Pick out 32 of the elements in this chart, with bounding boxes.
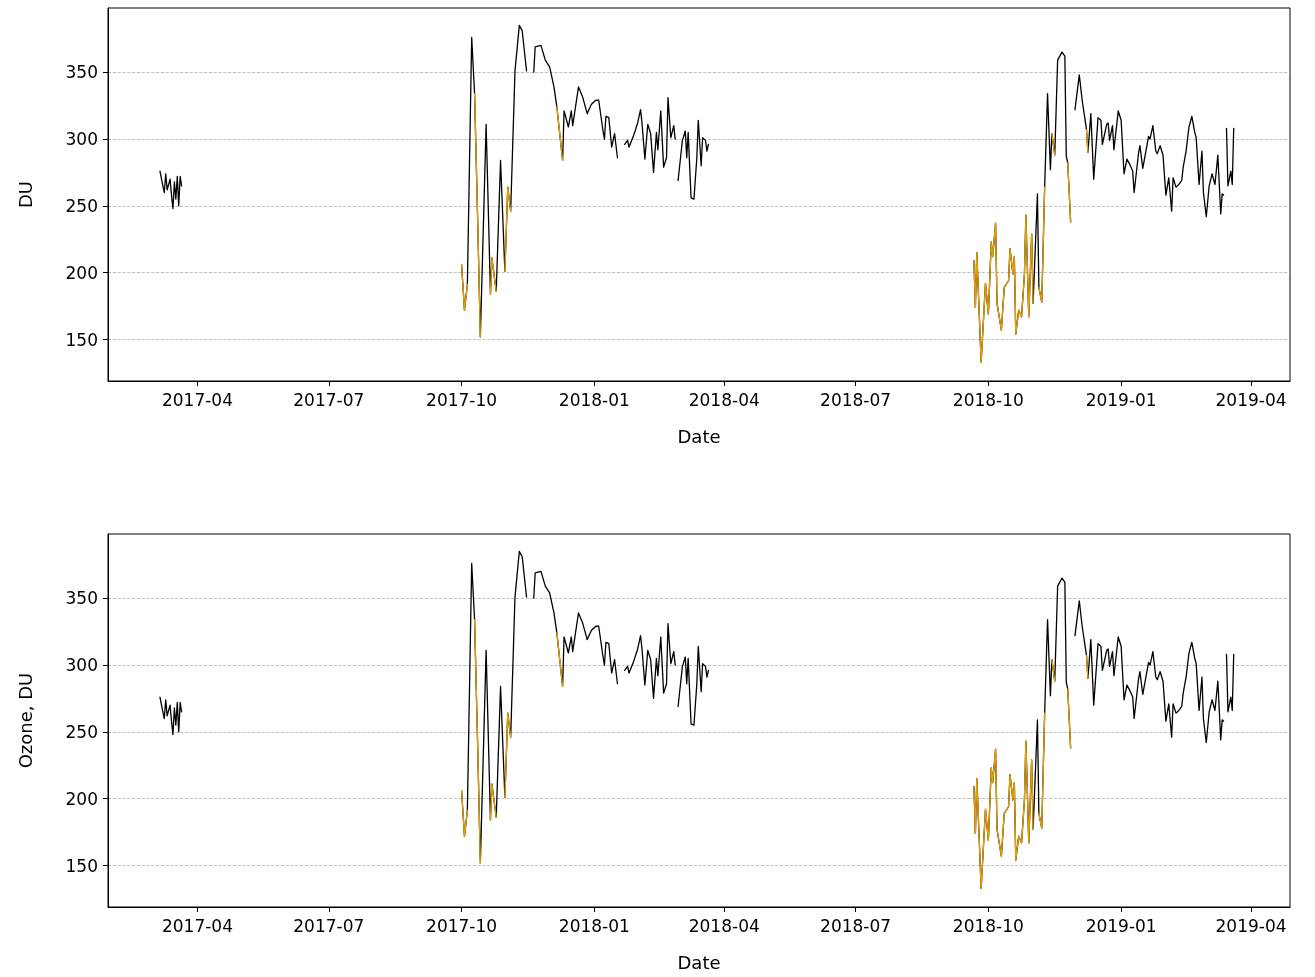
x-tick-label: 2018-10 — [952, 389, 1024, 410]
y-tick-label: 150 — [65, 855, 98, 876]
x-tick-label: 2017-04 — [161, 915, 233, 936]
y-tick-label: 350 — [65, 588, 98, 609]
y-tick-label: 300 — [65, 129, 98, 150]
y-tick-label: 200 — [65, 788, 98, 809]
x-axis-title: Date — [677, 951, 721, 973]
y-tick-label: 300 — [65, 655, 98, 676]
x-tick-label: 2019-01 — [1085, 915, 1157, 936]
x-tick-label: 2018-07 — [820, 389, 892, 410]
y-tick-label: 250 — [65, 721, 98, 742]
x-tick-label: 2018-01 — [558, 915, 630, 936]
x-tick-label: 2017-10 — [426, 915, 498, 936]
x-tick-label: 2018-01 — [558, 389, 630, 410]
x-tick-label: 2017-07 — [293, 915, 365, 936]
x-tick-label: 2019-04 — [1215, 915, 1287, 936]
y-tick-label: 150 — [65, 329, 98, 350]
y-axis-title: DU — [14, 180, 36, 209]
y-tick-label: 200 — [65, 262, 98, 283]
x-tick-label: 2018-10 — [952, 915, 1024, 936]
x-tick-label: 2017-10 — [426, 389, 498, 410]
x-tick-label: 2017-04 — [161, 389, 233, 410]
x-tick-label: 2017-07 — [293, 389, 365, 410]
x-axis-title: Date — [677, 425, 721, 447]
y-axis-title: Ozone, DU — [14, 672, 36, 769]
x-tick-label: 2019-04 — [1215, 389, 1287, 410]
x-tick-label: 2018-04 — [688, 389, 760, 410]
x-tick-label: 2018-07 — [820, 915, 892, 936]
x-tick-label: 2019-01 — [1085, 389, 1157, 410]
x-tick-label: 2018-04 — [688, 915, 760, 936]
y-tick-label: 350 — [65, 62, 98, 83]
y-tick-label: 250 — [65, 195, 98, 216]
